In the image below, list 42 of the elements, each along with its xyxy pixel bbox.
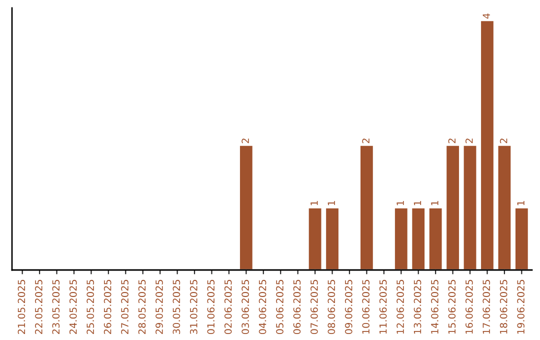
x-tick-label: 07.06.2025 <box>310 280 318 334</box>
x-tick-label: 27.05.2025 <box>121 280 128 334</box>
data-label: 2 <box>500 138 508 144</box>
x-tick-label: 06.06.2025 <box>293 280 301 334</box>
x-tick-label: 02.06.2025 <box>224 280 232 334</box>
x-tick-label: 30.05.2025 <box>172 280 180 334</box>
x-tick-label: 16.06.2025 <box>465 280 473 334</box>
data-label: 1 <box>310 200 318 206</box>
x-tick-label: 13.06.2025 <box>414 280 422 334</box>
data-label: 2 <box>448 138 456 144</box>
data-label: 1 <box>414 200 422 206</box>
x-tick-label: 14.06.2025 <box>431 280 438 334</box>
x-tick-label: 12.06.2025 <box>396 280 404 334</box>
data-label: 2 <box>465 138 473 144</box>
x-tick-label: 24.05.2025 <box>69 280 77 334</box>
x-tick-label: 21.05.2025 <box>18 280 26 334</box>
data-label: 1 <box>431 200 438 206</box>
x-tick-label: 25.05.2025 <box>86 280 94 334</box>
x-tick-label: 23.05.2025 <box>52 280 60 334</box>
x-tick-label: 31.05.2025 <box>190 280 198 334</box>
x-tick-label: 01.06.2025 <box>207 280 215 334</box>
data-label: 2 <box>362 138 370 144</box>
x-tick-label: 17.06.2025 <box>482 280 490 334</box>
x-tick-label: 10.06.2025 <box>362 280 370 334</box>
data-label: 1 <box>517 200 524 206</box>
x-tick-label: 18.06.2025 <box>500 280 508 334</box>
x-tick-label: 28.05.2025 <box>138 280 146 334</box>
x-tick-label: 19.06.2025 <box>517 280 524 334</box>
data-label: 1 <box>396 200 404 206</box>
x-tick-label: 15.06.2025 <box>448 280 456 334</box>
x-tick-label: 04.06.2025 <box>258 280 266 334</box>
data-label: 4 <box>482 13 490 19</box>
x-tick-label: 05.06.2025 <box>276 280 284 334</box>
data-label: 2 <box>242 138 249 144</box>
x-tick-label: 26.05.2025 <box>104 280 112 334</box>
x-tick-label: 03.06.2025 <box>242 280 249 334</box>
x-tick-label: 09.06.2025 <box>344 280 352 334</box>
x-tick-label: 11.06.2025 <box>379 280 387 334</box>
x-tick-label: 22.05.2025 <box>35 280 42 334</box>
data-label: 1 <box>328 200 335 206</box>
x-tick-label: 29.05.2025 <box>156 280 163 334</box>
x-tick-label: 08.06.2025 <box>328 280 336 334</box>
